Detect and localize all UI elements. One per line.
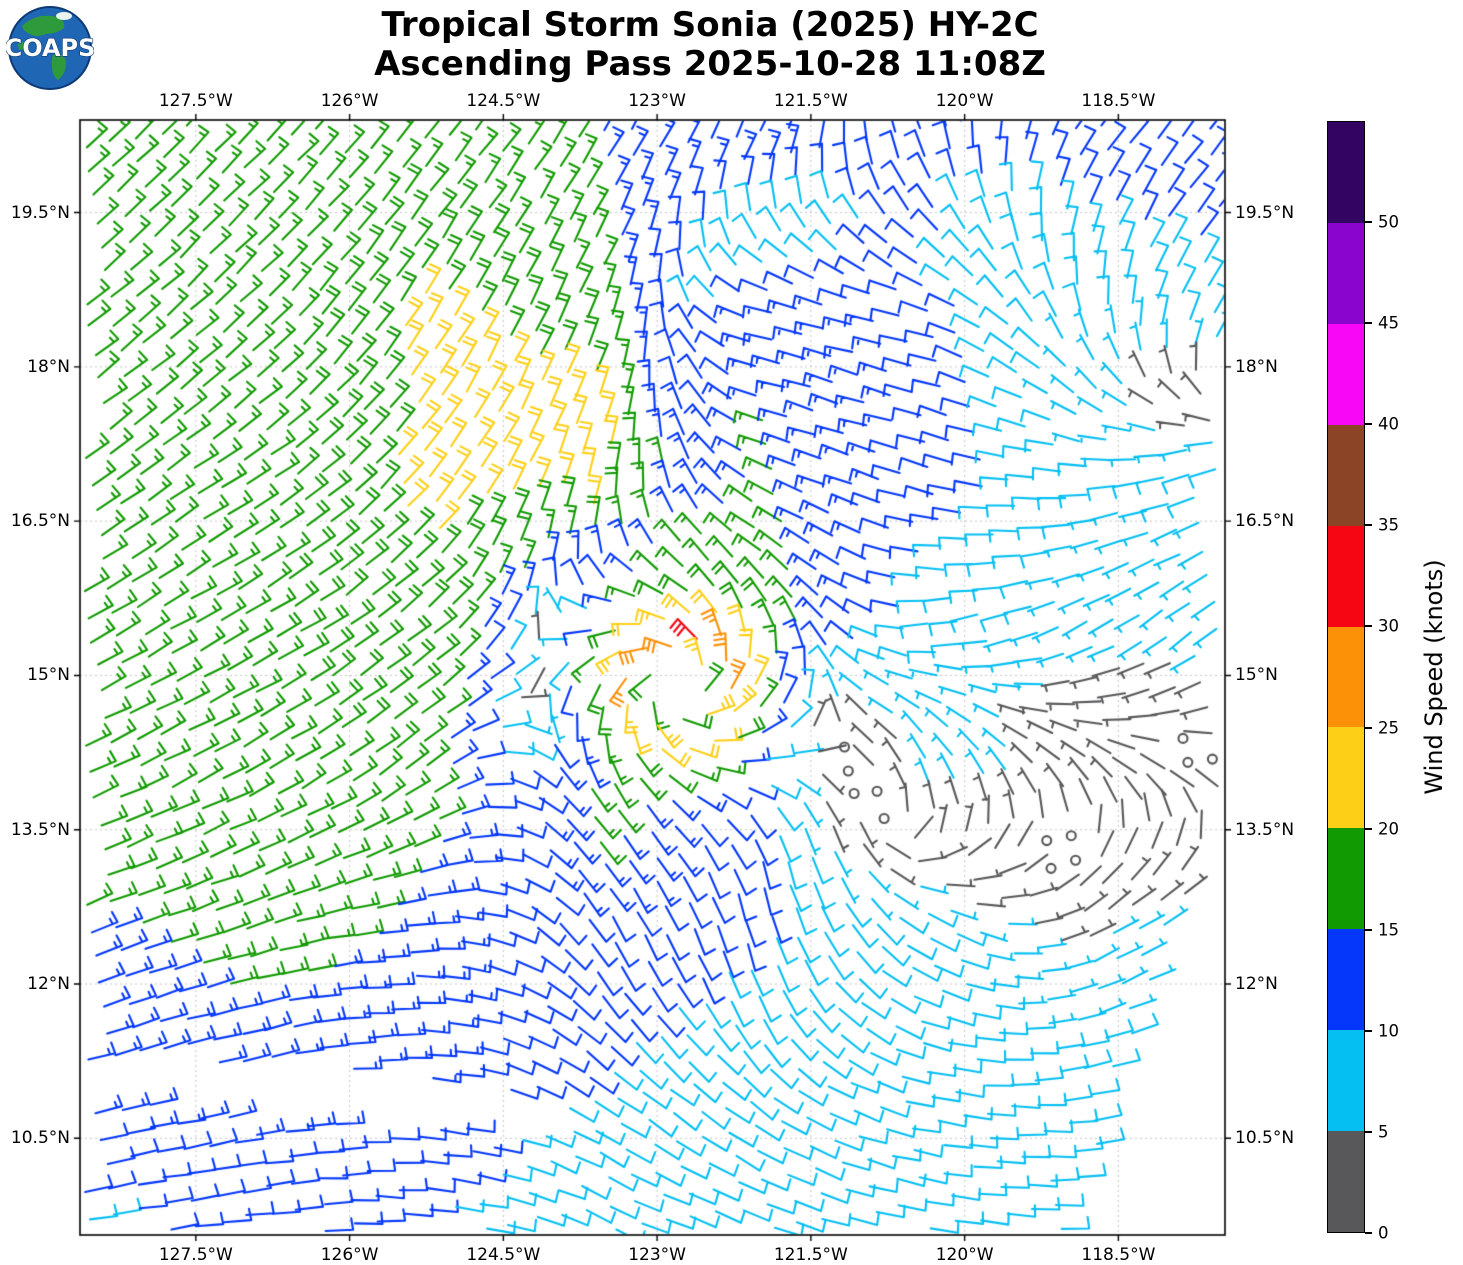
title-line-1: Tropical Storm Sonia (2025) HY-2C: [381, 5, 1039, 45]
colorbar-tick-label: 50: [1378, 212, 1399, 232]
colorbar-tick-label: 45: [1378, 313, 1399, 333]
colorbar-tick-label: 25: [1378, 718, 1399, 738]
colorbar-segment: [1328, 828, 1364, 930]
lat-tick-label-left: 19.5°N: [10, 202, 70, 223]
colorbar-tick-label: 40: [1378, 414, 1399, 434]
colorbar-tick-label: 10: [1378, 1021, 1399, 1041]
lon-tick-label-bottom: 121.5°W: [773, 1245, 848, 1265]
lat-tick-label-left: 12°N: [27, 974, 70, 995]
colorbar-segment: [1328, 525, 1364, 627]
lat-tick-label-left: 15°N: [27, 665, 70, 686]
colorbar-tick: [1365, 1029, 1372, 1032]
lat-tick-label-right: 13.5°N: [1235, 819, 1295, 840]
colorbar-tick: [1365, 524, 1372, 527]
colorbar-tick-label: 20: [1378, 819, 1399, 839]
lon-tick-label-top: 120°W: [935, 91, 994, 111]
lat-tick-label-right: 10.5°N: [1235, 1128, 1295, 1149]
logo-arctic-cap: [56, 12, 72, 20]
colorbar-segment: [1328, 1030, 1364, 1132]
colorbar-segment: [1328, 1131, 1364, 1232]
colorbar-tick: [1365, 1130, 1372, 1133]
colorbar-tick: [1365, 625, 1372, 628]
colorbar-tick-label: 35: [1378, 515, 1399, 535]
colorbar-segment: [1328, 929, 1364, 1031]
colorbar-tick-label: 5: [1378, 1122, 1389, 1142]
coaps-logo: COAPS: [6, 6, 94, 90]
lon-tick-label-bottom: 118.5°W: [1081, 1245, 1156, 1265]
lon-tick-label-bottom: 126°W: [320, 1245, 379, 1265]
colorbar-tick: [1365, 726, 1372, 729]
colorbar-tick: [1365, 1232, 1372, 1234]
colorbar-segment: [1328, 727, 1364, 829]
lon-tick-label-bottom: 123°W: [628, 1245, 686, 1265]
lon-tick-label-top: 124.5°W: [466, 91, 541, 111]
lat-tick-label-left: 13.5°N: [10, 819, 70, 840]
logo-continent-blob: [18, 42, 30, 50]
lon-tick-label-top: 123°W: [628, 91, 686, 111]
lat-tick-label-right: 16.5°N: [1235, 511, 1295, 532]
colorbar-segment: [1328, 222, 1364, 324]
wind-speed-colorbar: [1327, 121, 1365, 1233]
colorbar-segment: [1328, 323, 1364, 425]
colorbar-axis-label: Wind Speed (knots): [1420, 559, 1448, 795]
colorbar-segment: [1328, 122, 1364, 223]
lat-tick-label-right: 19.5°N: [1235, 202, 1295, 223]
colorbar-tick: [1365, 423, 1372, 426]
lat-tick-label-left: 10.5°N: [10, 1128, 70, 1149]
colorbar-tick: [1365, 827, 1372, 830]
logo-text: COAPS: [6, 34, 94, 62]
lon-tick-label-top: 118.5°W: [1081, 91, 1156, 111]
chart-title: Tropical Storm Sonia (2025) HY-2C Ascend…: [145, 5, 1275, 85]
colorbar-tick: [1365, 928, 1372, 931]
title-line-2: Ascending Pass 2025-10-28 11:08Z: [374, 44, 1046, 85]
colorbar-tick: [1365, 322, 1372, 325]
lon-tick-label-bottom: 127.5°W: [158, 1245, 233, 1265]
colorbar-tick-label: 15: [1378, 920, 1399, 940]
lon-tick-label-top: 126°W: [320, 91, 379, 111]
colorbar-tick-label: 30: [1378, 616, 1399, 636]
lat-tick-label-right: 18°N: [1235, 356, 1278, 377]
lat-tick-label-left: 16.5°N: [10, 511, 70, 532]
colorbar-segment: [1328, 424, 1364, 526]
lat-tick-label-left: 18°N: [27, 356, 70, 377]
lat-tick-label-right: 15°N: [1235, 665, 1278, 686]
colorbar-tick-label: 0: [1378, 1223, 1389, 1243]
lon-tick-label-top: 121.5°W: [773, 91, 848, 111]
lon-tick-label-bottom: 120°W: [935, 1245, 994, 1265]
lon-tick-label-top: 127.5°W: [158, 91, 233, 111]
colorbar-tick: [1365, 221, 1372, 224]
logo-continent-south-america: [51, 53, 66, 80]
lat-tick-label-right: 12°N: [1235, 974, 1278, 995]
logo-continent-north-america: [22, 15, 65, 36]
lon-tick-label-bottom: 124.5°W: [466, 1245, 541, 1265]
colorbar-segment: [1328, 626, 1364, 728]
